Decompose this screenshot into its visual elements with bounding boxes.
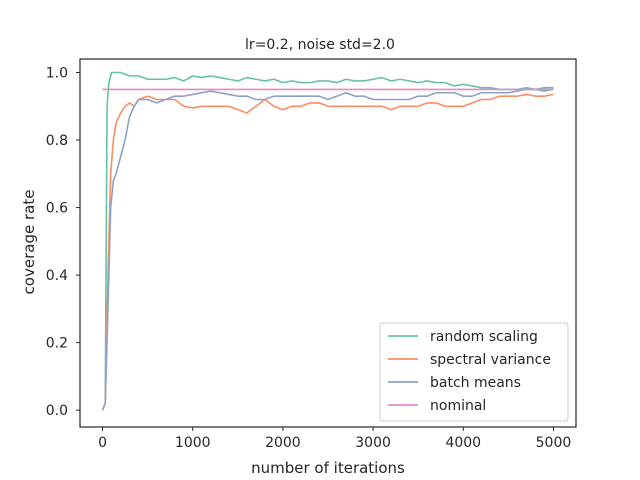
y-axis-label: coverage rate [20, 190, 38, 295]
chart-title: lr=0.2, noise std=2.0 [245, 37, 395, 53]
x-tick-label: 1000 [175, 435, 211, 451]
series-line-0 [101, 71, 554, 411]
legend-label-0: random scaling [430, 329, 538, 345]
y-tick-label: 1.0 [46, 66, 68, 82]
x-tick-label: 0 [98, 435, 107, 451]
y-tick-label: 0.6 [46, 201, 68, 217]
x-tick-label: 2000 [265, 435, 301, 451]
series-line-2 [101, 88, 554, 411]
y-tick-label: 0.4 [46, 268, 68, 284]
y-tick-label: 0.0 [46, 403, 68, 419]
x-tick-label: 3000 [355, 435, 391, 451]
y-tick-label: 0.8 [46, 133, 68, 149]
legend-label-1: spectral variance [430, 352, 551, 368]
legend-label-3: nominal [430, 398, 486, 414]
x-tick-label: 5000 [536, 435, 572, 451]
axes: 0 1000 2000 3000 4000 5000 0.0 0.2 0.4 0.6 0.8 1.0 [46, 58, 577, 451]
plot-area [101, 71, 554, 411]
x-axis-label: number of iterations [251, 459, 405, 477]
axes-frame [79, 58, 577, 428]
legend-label-2: batch means [430, 375, 521, 391]
x-tick-label: 4000 [445, 435, 481, 451]
legend: random scaling spectral variance batch mea… [379, 322, 569, 422]
legend-box [379, 322, 569, 422]
y-tick-label: 0.2 [46, 336, 68, 352]
